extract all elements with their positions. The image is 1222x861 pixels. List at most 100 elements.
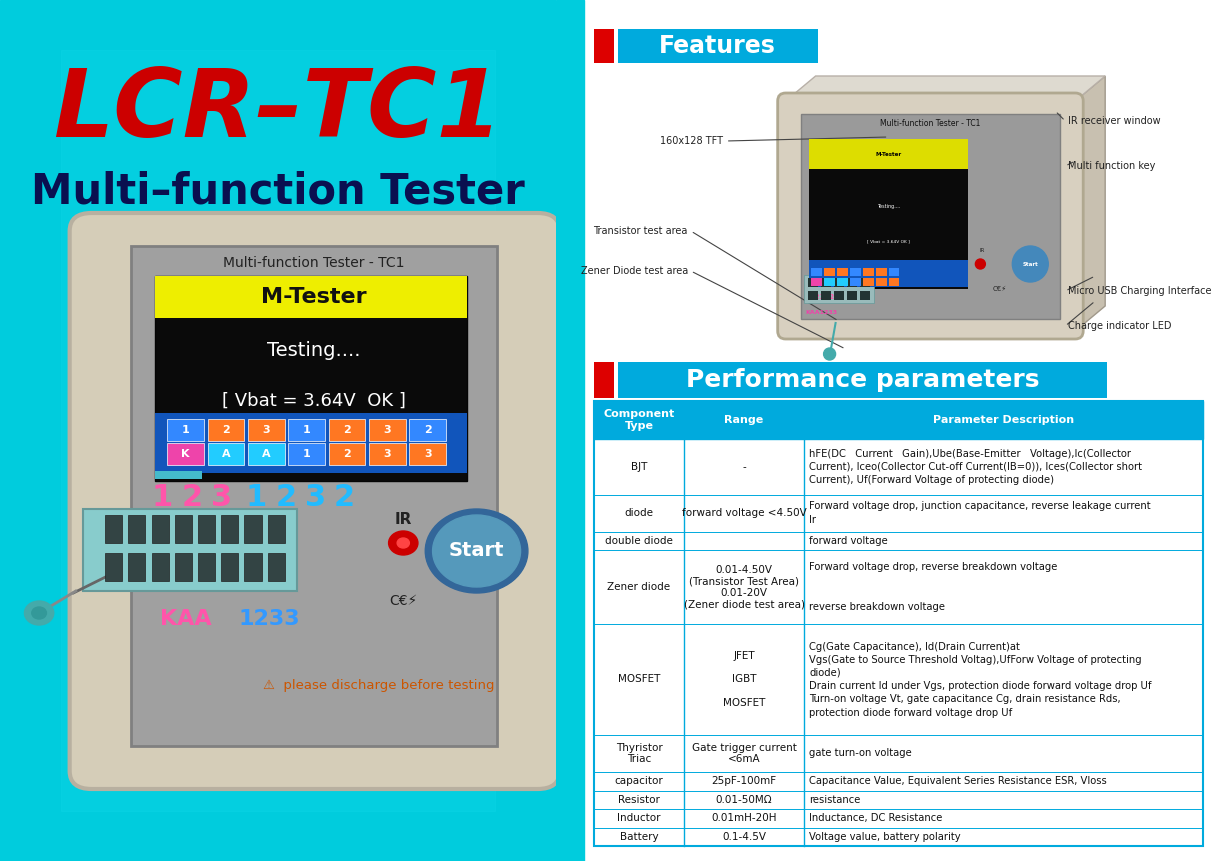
Bar	[175, 553, 192, 581]
Bar	[618, 29, 818, 63]
Bar	[875, 268, 886, 276]
Bar	[61, 50, 495, 811]
Text: -: -	[742, 461, 745, 472]
Bar	[409, 443, 446, 465]
Bar	[863, 268, 874, 276]
Circle shape	[824, 348, 836, 360]
Text: forward voltage <4.50V: forward voltage <4.50V	[682, 508, 807, 518]
Text: 1: 1	[152, 484, 174, 512]
Text: 3: 3	[384, 449, 391, 459]
Bar	[800, 114, 1061, 319]
Text: Gate trigger current
<6mA: Gate trigger current <6mA	[692, 743, 797, 765]
Text: 1233: 1233	[238, 609, 299, 629]
Polygon shape	[786, 76, 1105, 101]
Text: Component
Type: Component Type	[604, 409, 675, 430]
Text: 160x128 TFT: 160x128 TFT	[660, 136, 722, 146]
Bar	[810, 278, 821, 286]
Bar	[556, 0, 584, 861]
Text: A: A	[221, 449, 231, 459]
Bar	[248, 419, 285, 441]
Bar	[824, 268, 835, 276]
Text: capacitor: capacitor	[615, 777, 664, 786]
Bar	[155, 276, 467, 481]
Bar	[859, 278, 870, 287]
Text: Forward voltage drop, junction capacitance, reverse leakage current
Ir: Forward voltage drop, junction capacitan…	[809, 501, 1151, 524]
Circle shape	[975, 259, 985, 269]
Text: Battery: Battery	[620, 832, 659, 842]
Text: Capacitance Value, Equivalent Series Resistance ESR, Vloss: Capacitance Value, Equivalent Series Res…	[809, 777, 1107, 786]
Text: IR: IR	[980, 248, 985, 253]
Text: 2: 2	[343, 425, 351, 435]
Circle shape	[1012, 246, 1048, 282]
Text: Multi-function Tester - TC1: Multi-function Tester - TC1	[224, 256, 404, 270]
Bar	[198, 553, 215, 581]
Bar	[128, 515, 145, 543]
Text: 0.01-4.50V
(Transistor Test Area)
0.01-20V
(Zener diode test area): 0.01-4.50V (Transistor Test Area) 0.01-2…	[683, 565, 804, 610]
Text: Charge indicator LED: Charge indicator LED	[1068, 321, 1172, 331]
Bar	[824, 278, 835, 286]
Text: C€⚡: C€⚡	[389, 594, 418, 608]
Bar	[167, 419, 204, 441]
Bar	[409, 419, 446, 441]
Polygon shape	[1075, 76, 1105, 331]
Text: Zener diode: Zener diode	[607, 582, 671, 592]
Bar	[83, 509, 297, 591]
Text: Start: Start	[448, 542, 505, 561]
Bar	[244, 515, 262, 543]
Text: 0.1-4.5V: 0.1-4.5V	[722, 832, 766, 842]
Bar	[198, 515, 215, 543]
Bar	[175, 515, 192, 543]
Bar	[618, 362, 1107, 398]
Bar	[859, 291, 870, 300]
Bar	[131, 246, 497, 746]
Text: 3: 3	[210, 484, 232, 512]
Bar	[833, 291, 843, 300]
Text: [ Vbat = 3.64V OK ]: [ Vbat = 3.64V OK ]	[868, 239, 910, 243]
Text: 2: 2	[424, 425, 431, 435]
Bar	[804, 275, 874, 303]
Bar	[105, 553, 122, 581]
Text: Features: Features	[660, 34, 776, 58]
Bar	[221, 515, 238, 543]
FancyBboxPatch shape	[70, 213, 560, 789]
Text: MOSFET: MOSFET	[618, 674, 660, 684]
Text: 2: 2	[275, 484, 297, 512]
Bar	[809, 260, 968, 287]
Text: Zener Diode test area: Zener Diode test area	[580, 266, 688, 276]
Text: JFET

IGBT

MOSFET: JFET IGBT MOSFET	[723, 651, 765, 708]
Text: 1231232: 1231232	[810, 294, 844, 300]
Bar	[833, 278, 843, 287]
Bar	[248, 443, 285, 465]
Bar	[808, 278, 818, 287]
Bar	[837, 278, 848, 286]
Bar	[155, 276, 467, 318]
Bar	[849, 268, 860, 276]
Text: LCR–TC1: LCR–TC1	[53, 65, 502, 157]
Text: M-Tester: M-Tester	[262, 287, 367, 307]
FancyBboxPatch shape	[777, 93, 1083, 339]
Text: Inductor: Inductor	[617, 814, 661, 823]
Bar	[863, 278, 874, 286]
Text: 0.01mH-20H: 0.01mH-20H	[711, 814, 777, 823]
Circle shape	[397, 538, 409, 548]
Text: 2: 2	[181, 484, 203, 512]
Text: C€⚡: C€⚡	[992, 286, 1007, 292]
Bar	[594, 401, 1202, 846]
Text: Start: Start	[1023, 262, 1039, 267]
Circle shape	[389, 531, 418, 555]
Bar	[152, 553, 169, 581]
Bar	[268, 553, 285, 581]
Text: 3: 3	[263, 425, 270, 435]
Text: 3: 3	[384, 425, 391, 435]
Circle shape	[32, 607, 46, 619]
Bar	[329, 443, 365, 465]
Text: resistance: resistance	[809, 795, 860, 805]
Bar	[847, 278, 857, 287]
Bar	[821, 291, 831, 300]
Text: 3: 3	[304, 484, 326, 512]
Bar	[837, 268, 848, 276]
Text: Multi-function Tester - TC1: Multi-function Tester - TC1	[880, 120, 980, 128]
Text: forward voltage: forward voltage	[809, 536, 888, 546]
Text: M-Tester: M-Tester	[875, 152, 902, 157]
Text: Micro USB Charging Interface: Micro USB Charging Interface	[1068, 286, 1212, 296]
